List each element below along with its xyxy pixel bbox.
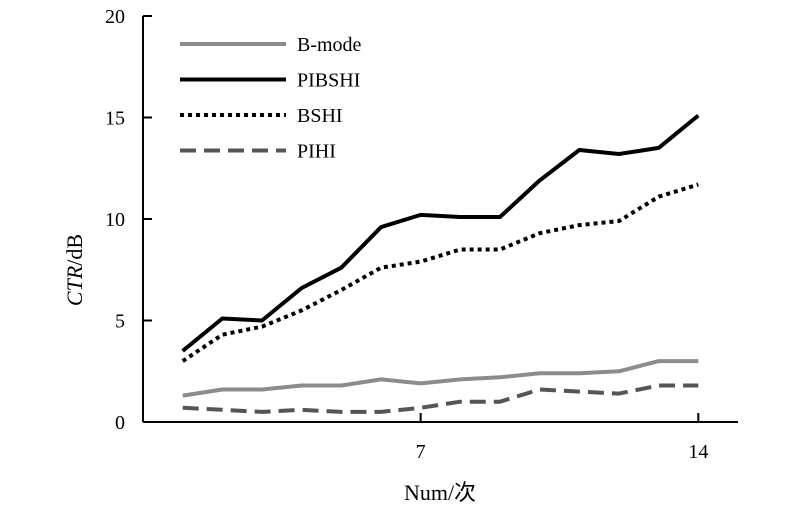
y-axis-label-unit: /dB: [62, 234, 87, 266]
y-tick-label: 5: [115, 311, 125, 333]
y-tick-label: 0: [115, 412, 125, 434]
x-ticks: 7 14: [416, 413, 708, 463]
series-line-b-mode: [182, 359, 699, 398]
y-tick-label: 10: [105, 209, 125, 231]
series-line-pihi: [182, 383, 699, 414]
legend-label: B-mode: [297, 34, 362, 56]
y-tick-label: 15: [105, 108, 125, 130]
series-line-pibshi: [181, 113, 700, 353]
legend-label: PIHI: [297, 141, 336, 163]
axes: 0 5 10 15 20 7 14: [105, 6, 738, 463]
x-tick-label: 7: [416, 441, 426, 463]
series-line-bshi: [181, 182, 699, 363]
x-tick-label: 14: [688, 441, 708, 463]
x-axis-label: Num/次: [404, 480, 476, 505]
y-tick-label: 20: [105, 6, 125, 28]
legend-label: BSHI: [297, 105, 343, 127]
legend-label: PIBSHI: [297, 70, 360, 92]
series-group: [181, 113, 700, 414]
legend: B-mode PIBSHI BSHI PIHI: [180, 34, 362, 163]
y-axis-label: CTR/dB: [62, 234, 87, 306]
y-ticks: 0 5 10 15 20: [105, 6, 152, 434]
y-axis-label-italic: CTR: [62, 265, 87, 306]
